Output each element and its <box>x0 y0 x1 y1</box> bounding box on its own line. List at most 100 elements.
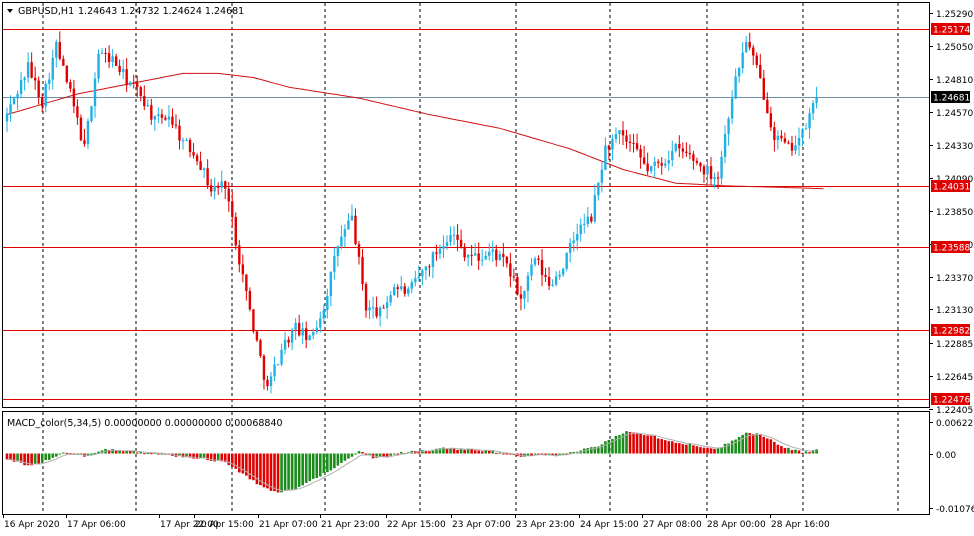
macd-bar <box>213 453 216 462</box>
macd-bar <box>160 453 164 455</box>
macd-bar <box>326 453 329 473</box>
macd-bar <box>646 435 649 454</box>
candle-body <box>326 296 329 310</box>
symbol-label: GBPUSD,H1 <box>18 6 74 17</box>
macd-bar <box>590 447 593 454</box>
candle-body <box>473 253 477 256</box>
macd-bar <box>283 453 287 491</box>
candle-body <box>26 62 30 78</box>
macd-bar <box>709 448 713 454</box>
candle-body <box>209 185 213 192</box>
candle-body <box>590 216 593 222</box>
macd-bar <box>125 450 128 454</box>
macd-bar <box>713 448 716 454</box>
candle-body <box>385 302 389 309</box>
candle-body <box>604 145 607 170</box>
ma-line <box>6 72 824 190</box>
macd-bar <box>702 447 706 454</box>
macd-tick-label: -0.010765 <box>936 505 974 515</box>
candle-body <box>723 134 727 157</box>
macd-bar <box>751 434 755 454</box>
price-tick-label: 1.22645 <box>936 373 973 383</box>
candle-body <box>368 307 371 311</box>
macd-bar <box>297 453 301 487</box>
candle-body <box>192 152 195 156</box>
macd-bar <box>688 443 692 454</box>
candle-body <box>340 236 343 247</box>
macd-bar <box>223 453 227 463</box>
candle-body <box>125 69 128 86</box>
macd-bar <box>766 438 769 454</box>
candle-body <box>565 252 568 269</box>
macd-bar <box>16 453 19 462</box>
price-tick-label: 1.23850 <box>936 208 973 218</box>
candle-body <box>611 138 614 150</box>
price-tick-label: 1.22885 <box>936 340 973 350</box>
candle-body <box>442 246 445 249</box>
candle-body <box>597 182 600 196</box>
candle-body <box>79 117 83 141</box>
macd-bar <box>26 453 30 466</box>
candle-body <box>438 248 442 254</box>
candle-body <box>55 42 58 58</box>
candle-body <box>759 64 762 78</box>
macd-bar <box>389 453 392 456</box>
macd-bar <box>801 452 804 454</box>
candle-body <box>530 264 533 276</box>
macd-bar <box>600 444 604 454</box>
candle-body <box>618 130 621 135</box>
candle-body <box>516 276 519 295</box>
candle-body <box>463 246 466 258</box>
macd-bar <box>382 453 385 457</box>
price-tick-label: 1.25050 <box>936 43 973 53</box>
candle-body <box>322 309 325 319</box>
macd-bar <box>290 453 294 490</box>
candle-body <box>713 177 716 180</box>
macd-bar <box>780 446 783 454</box>
candle-body <box>801 129 804 138</box>
time-tick-label: 23 Apr 23:00 <box>516 520 575 530</box>
macd-bar <box>667 441 671 454</box>
candle-body <box>737 68 741 77</box>
macd-bar <box>505 453 509 455</box>
candle-body <box>709 166 713 180</box>
macd-histogram <box>5 431 818 493</box>
candle-body <box>157 114 160 116</box>
candle-body <box>245 274 248 291</box>
candle-body <box>19 79 23 94</box>
candle-body <box>431 252 435 267</box>
candle-body <box>343 229 347 237</box>
candle-body <box>90 106 93 121</box>
macd-bar <box>276 453 280 493</box>
macd-bar <box>663 440 667 454</box>
macd-bar <box>660 439 664 454</box>
candle-body <box>664 163 667 166</box>
candle-body <box>333 255 336 272</box>
macd-bar <box>417 451 421 454</box>
candle-body <box>671 150 674 161</box>
candle-body <box>129 82 132 86</box>
candle-body <box>804 128 808 130</box>
candle-body <box>688 152 692 155</box>
candle-body <box>716 177 720 179</box>
macd-bar <box>565 453 568 455</box>
candle-body <box>621 130 625 136</box>
macd-bar <box>357 451 361 454</box>
level-tag-label: 1.22982 <box>933 327 970 337</box>
macd-bar <box>51 453 55 458</box>
dropdown-triangle-icon[interactable] <box>7 9 13 13</box>
candle-body <box>139 87 142 96</box>
candle-body <box>62 58 65 66</box>
macd-bar <box>90 453 93 455</box>
macd-bar <box>333 453 336 469</box>
time-tick-label: 17 Apr 22:00 <box>160 520 219 530</box>
macd-bar <box>491 450 495 454</box>
candle-body <box>628 141 632 143</box>
macd-bar <box>65 452 69 454</box>
candle-body <box>255 331 259 341</box>
candle-body <box>382 307 385 309</box>
candle-body <box>403 286 406 294</box>
macd-bar <box>741 434 744 454</box>
